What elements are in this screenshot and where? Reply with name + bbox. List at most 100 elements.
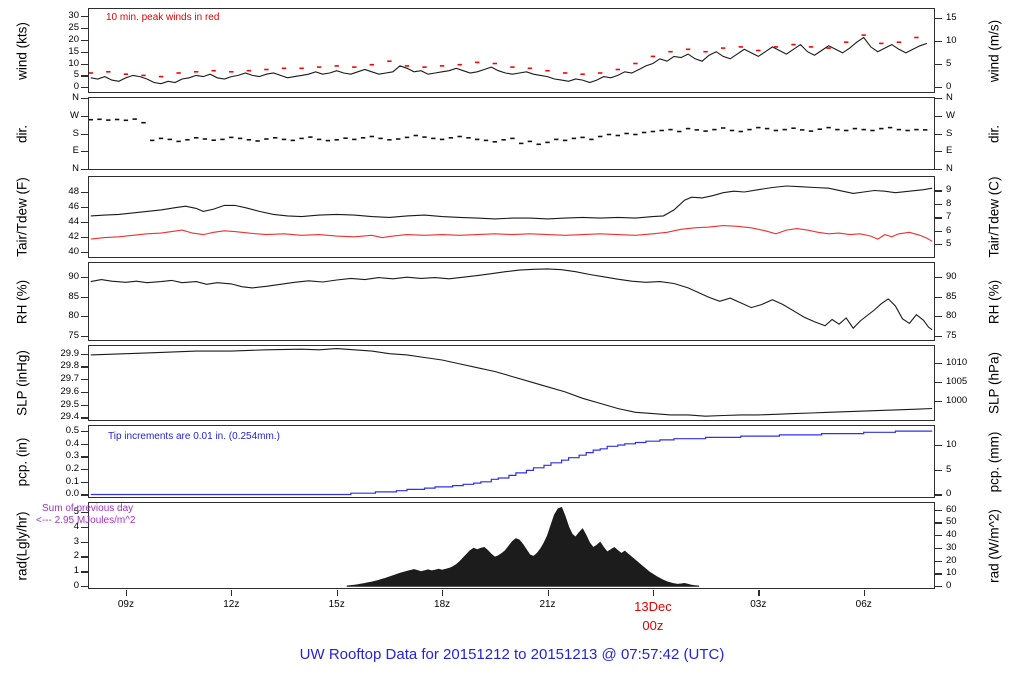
panel-rh	[88, 262, 935, 341]
ytick-label-temp: 40	[68, 245, 79, 257]
ytick-label-rh: 85	[68, 290, 79, 302]
ytick-mark-temp	[81, 206, 88, 209]
ytick-mark-rh	[81, 316, 88, 318]
xtick-mark	[547, 590, 549, 596]
ytick-mark-temp	[81, 221, 88, 224]
ytick-mark-slp	[81, 417, 88, 419]
ytick-label-rh: 90	[946, 270, 957, 282]
ytick-mark-temp	[81, 251, 88, 253]
tair-f	[90, 185, 933, 220]
ytick-label-slp: 29.5	[60, 398, 80, 410]
ytick-mark-pcp	[81, 469, 88, 471]
panel-rad	[88, 502, 935, 589]
ytick-label-dir: E	[72, 145, 79, 157]
ytick-mark-rh	[935, 276, 942, 278]
ytick-mark-rad	[81, 586, 88, 588]
ytick-label-wind: 0	[73, 81, 79, 93]
ytick-mark-dir	[81, 169, 88, 171]
xtick-mark	[652, 590, 655, 596]
annotation-wind-0: 10 min. peak winds in red	[106, 12, 220, 23]
ytick-mark-rad	[935, 547, 942, 550]
panel-temp	[88, 176, 935, 258]
xtick-label: 03z	[750, 599, 767, 610]
wind-10min-peak-kts	[89, 34, 919, 78]
ytick-label-pcp: 0.4	[65, 437, 79, 449]
ytick-mark-pcp	[81, 494, 88, 496]
ytick-mark-pcp	[935, 444, 942, 446]
ytick-mark-temp	[935, 217, 942, 219]
ytick-label-slp: 29.7	[60, 373, 80, 385]
ytick-mark-dir	[935, 115, 942, 117]
ytick-label-slp: 1000	[946, 394, 968, 406]
ytick-label-rh: 90	[68, 270, 79, 282]
ytick-mark-temp	[935, 190, 942, 192]
ytick-mark-temp	[935, 203, 942, 206]
ytick-mark-rad	[81, 511, 88, 514]
ytick-label-temp: 48	[68, 185, 79, 197]
ytick-label-wind: 0	[946, 81, 952, 93]
ytick-label-wind: 5	[73, 69, 79, 81]
ytick-label-dir: N	[946, 163, 953, 174]
panel-pcp-plot	[90, 430, 933, 496]
annotation-rad-0: Sum of previous day	[42, 503, 134, 514]
ytick-label-dir: N	[72, 92, 79, 103]
xtick-mark	[125, 590, 128, 596]
ytick-mark-wind	[935, 18, 942, 20]
solar-rad-lgly-hr	[346, 506, 700, 587]
ytick-mark-wind	[81, 51, 88, 53]
xtick-label: 21z	[539, 599, 556, 610]
xtick-label: 09z	[117, 599, 134, 610]
panel-wind-plot	[89, 34, 928, 85]
xtick-label: 18z	[434, 599, 451, 610]
chart-title: UW Rooftop Data for 20151212 to 20151213…	[299, 646, 725, 663]
panel-dir-plot	[89, 118, 928, 146]
xtick-mark	[442, 590, 444, 596]
panel-dir	[88, 97, 935, 170]
ytick-label-temp: 7	[946, 211, 952, 223]
ytick-label-temp: 44	[68, 215, 79, 227]
ytick-label-rad: 40	[946, 529, 957, 541]
ytick-mark-wind	[81, 87, 88, 89]
tdew-f	[90, 225, 933, 242]
ytick-label-rad: 60	[946, 503, 957, 515]
panel-rh-plot	[90, 268, 933, 331]
ytick-label-rad: 10	[946, 567, 957, 579]
ytick-mark-rh	[935, 336, 942, 338]
panel-slp-plot	[90, 348, 933, 417]
ytick-mark-rad	[81, 541, 88, 543]
ytick-label-temp: 5	[946, 238, 952, 250]
panel-slp	[88, 345, 935, 421]
ytick-label-dir: E	[946, 145, 953, 157]
ytick-mark-wind	[81, 27, 88, 30]
rh-pct	[90, 268, 933, 331]
ytick-mark-rh	[81, 276, 88, 278]
annotation-rad-1: <--- 2.95 MJoules/m^2	[36, 515, 136, 526]
ytick-label-rh: 75	[68, 330, 79, 342]
xtick-mark	[336, 590, 338, 596]
ytick-label-wind: 15	[68, 45, 79, 57]
ytick-mark-dir	[935, 98, 942, 100]
xtick-label: 13Dec	[634, 599, 672, 614]
xtick-label: 12z	[223, 599, 240, 610]
ytick-mark-dir	[81, 133, 88, 135]
ytick-mark-slp	[81, 353, 88, 355]
panel-temp-plot	[90, 185, 933, 242]
xtick-label-line2: 00z	[642, 618, 664, 633]
ytick-mark-wind	[935, 87, 942, 89]
ytick-label-rad: 30	[946, 541, 957, 553]
ytick-mark-slp	[81, 404, 88, 406]
ytick-label-wind: 25	[68, 21, 79, 33]
ytick-label-slp: 29.4	[60, 411, 80, 423]
xtick-label: 15z	[328, 599, 345, 610]
ytick-label-pcp: 0.3	[65, 450, 79, 462]
ytick-label-temp: 9	[946, 184, 952, 196]
ytick-mark-rad	[935, 586, 942, 588]
ytick-mark-rad	[935, 522, 942, 524]
ytick-mark-slp	[81, 391, 88, 394]
ytick-mark-rh	[81, 336, 88, 338]
annotation-pcp-0: Tip increments are 0.01 in. (0.254mm.)	[108, 431, 280, 442]
ytick-mark-rad	[935, 535, 942, 537]
ytick-mark-rh	[935, 316, 942, 318]
ytick-label-rad: 2	[73, 550, 79, 562]
